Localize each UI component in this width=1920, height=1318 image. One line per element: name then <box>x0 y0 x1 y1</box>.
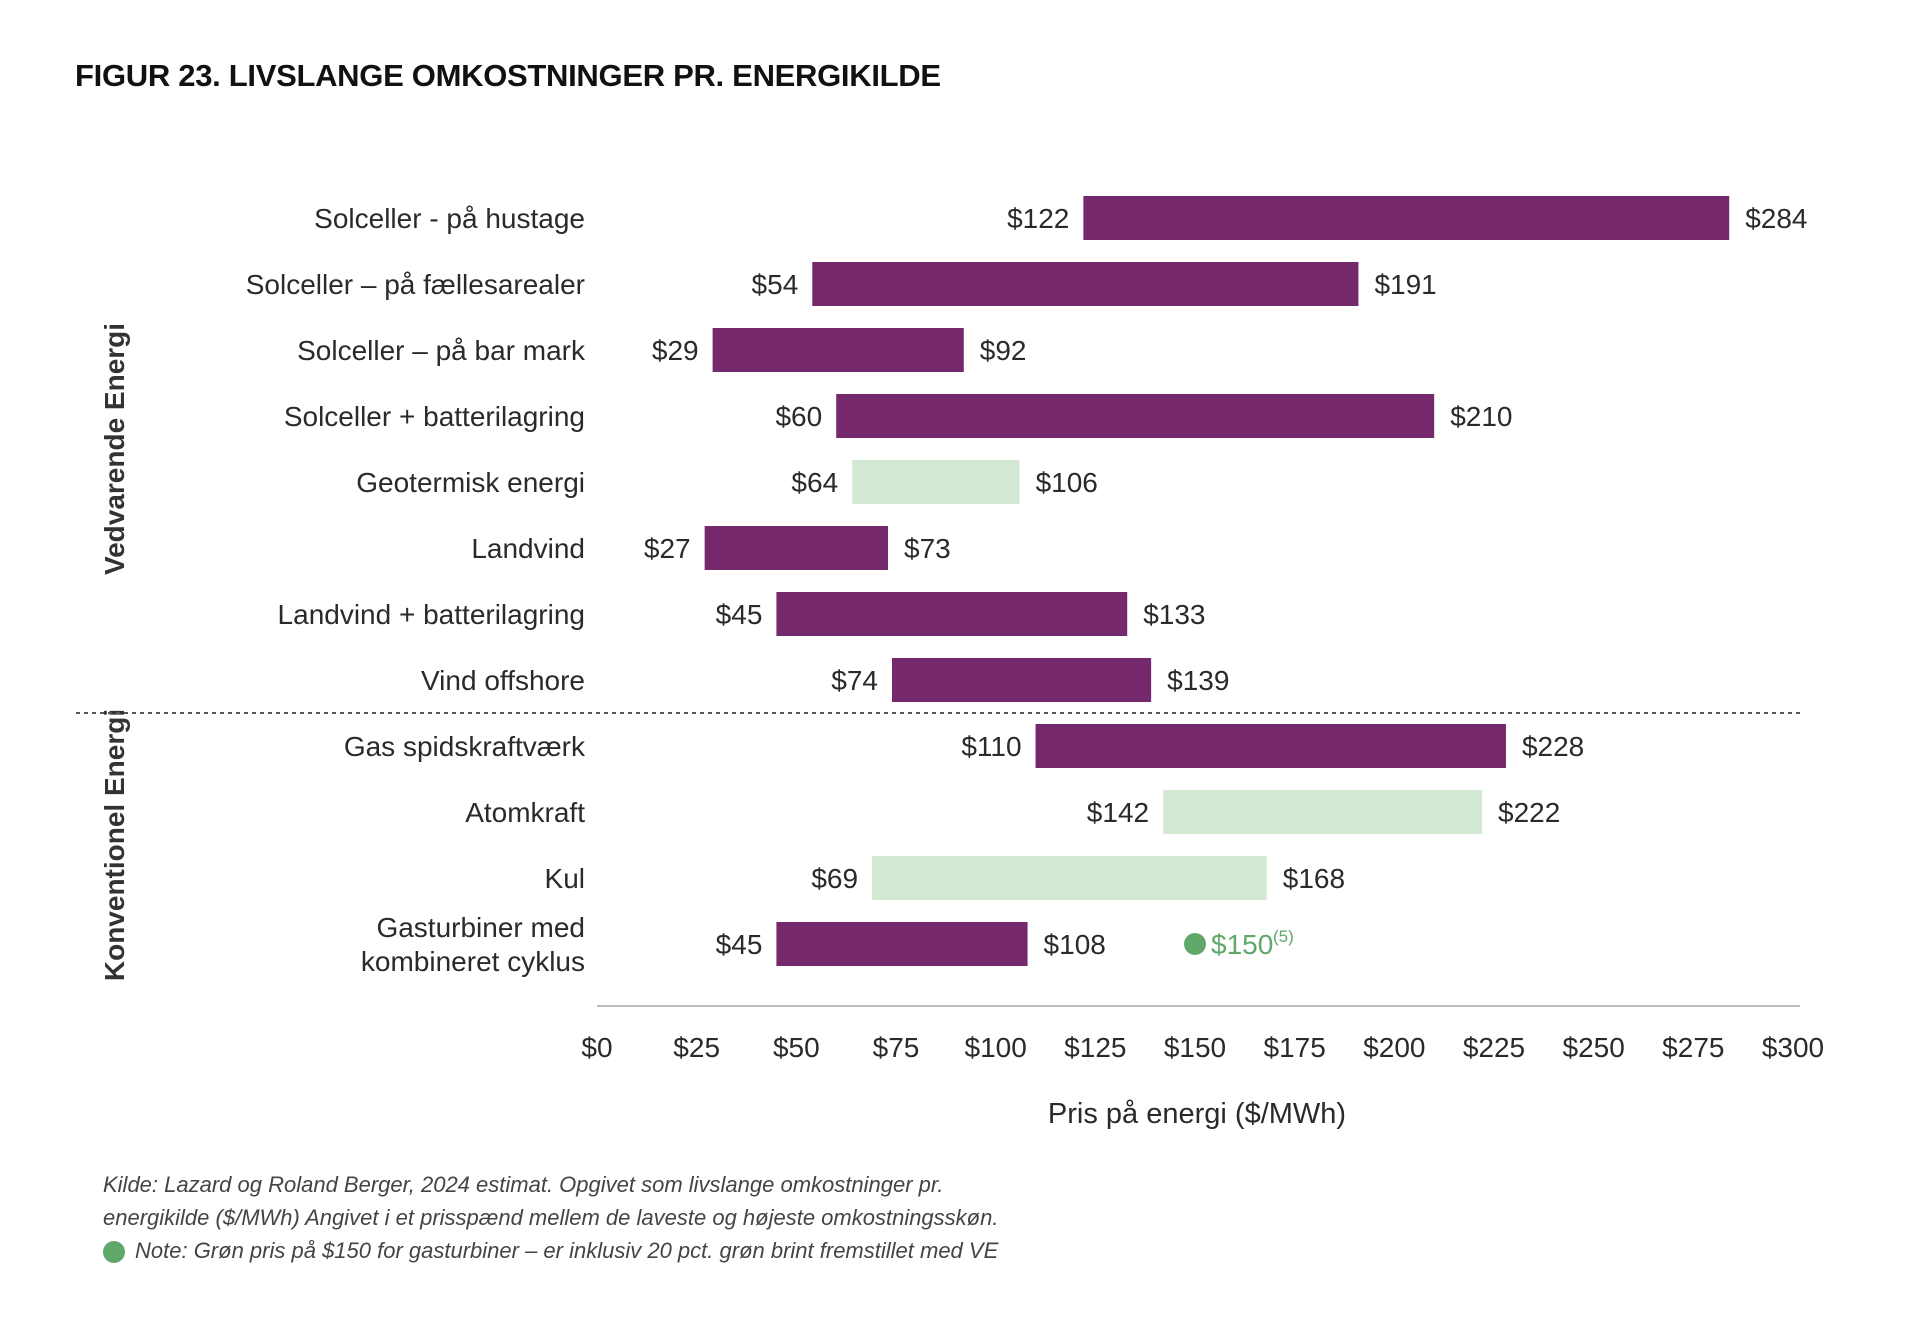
category-label: Gasturbiner med <box>376 912 585 943</box>
low-value-label: $29 <box>652 335 699 366</box>
high-value-label: $228 <box>1522 731 1584 762</box>
high-value-label: $222 <box>1498 797 1560 828</box>
high-value-label: $139 <box>1167 665 1229 696</box>
group-label: Konventionel Energi <box>99 709 130 981</box>
low-value-label: $122 <box>1007 203 1069 234</box>
green-price-marker <box>1184 933 1206 955</box>
high-value-label: $73 <box>904 533 951 564</box>
low-value-label: $142 <box>1087 797 1149 828</box>
green-dot-icon <box>103 1241 125 1263</box>
category-label: Vind offshore <box>421 665 585 696</box>
high-value-label: $168 <box>1283 863 1345 894</box>
category-label: Solceller - på hustage <box>314 203 585 234</box>
x-axis-label: Pris på energi ($/MWh) <box>1048 1098 1346 1130</box>
green-price-label: $150 <box>1211 929 1273 960</box>
range-bar <box>712 328 964 372</box>
category-label: kombineret cyklus <box>361 946 585 977</box>
high-value-label: $191 <box>1374 269 1436 300</box>
x-tick-label: $0 <box>581 1032 612 1063</box>
footnote-note: Note: Grøn pris på $150 for gasturbiner … <box>103 1234 998 1267</box>
category-label: Landvind + batterilagring <box>278 599 585 630</box>
low-value-label: $45 <box>716 929 763 960</box>
footnote: Kilde: Lazard og Roland Berger, 2024 est… <box>103 1168 998 1267</box>
footnote-line: Kilde: Lazard og Roland Berger, 2024 est… <box>103 1172 944 1197</box>
range-bar <box>852 460 1020 504</box>
high-value-label: $210 <box>1450 401 1512 432</box>
x-tick-label: $100 <box>965 1032 1027 1063</box>
x-tick-label: $175 <box>1264 1032 1326 1063</box>
x-tick-label: $150 <box>1164 1032 1226 1063</box>
x-tick-label: $75 <box>873 1032 920 1063</box>
range-bar <box>1035 724 1506 768</box>
range-bar <box>836 394 1435 438</box>
x-tick-label: $225 <box>1463 1032 1525 1063</box>
group-label: Vedvarende Energi <box>99 323 130 575</box>
category-label: Atomkraft <box>465 797 585 828</box>
x-tick-label: $275 <box>1662 1032 1724 1063</box>
x-tick-label: $125 <box>1064 1032 1126 1063</box>
category-label: Solceller + batterilagring <box>284 401 585 432</box>
low-value-label: $54 <box>752 269 799 300</box>
low-value-label: $69 <box>811 863 858 894</box>
x-tick-label: $50 <box>773 1032 820 1063</box>
low-value-label: $110 <box>961 731 1021 762</box>
low-value-label: $64 <box>791 467 838 498</box>
x-axis-ticks: $0 $25 $50 $75 $100 $125 $150 $175 $200 $225 $250 $… <box>581 1032 1824 1063</box>
x-tick-label: $200 <box>1363 1032 1425 1063</box>
high-value-label: $133 <box>1143 599 1205 630</box>
category-label: Geotermisk energi <box>356 467 585 498</box>
page-title: FIGUR 23. LIVSLANGE OMKOSTNINGER PR. ENE… <box>75 58 941 93</box>
range-bar <box>892 658 1152 702</box>
range-bar <box>812 262 1359 306</box>
x-tick-label: $300 <box>1762 1032 1824 1063</box>
category-label: Solceller – på bar mark <box>297 335 586 366</box>
high-value-label: $106 <box>1036 467 1098 498</box>
low-value-label: $60 <box>775 401 822 432</box>
category-label: Landvind <box>471 533 585 564</box>
range-bar <box>776 922 1028 966</box>
footnote-line: energikilde ($/MWh) Angivet i et prisspæ… <box>103 1205 999 1230</box>
category-label: Solceller – på fællesarealer <box>246 269 585 300</box>
value-labels: $122 $284 $54 $191 $29 $92 $60 $210 $64 $106 $27 $7… <box>644 203 1808 960</box>
high-value-label: $108 <box>1044 929 1106 960</box>
green-price-superscript: (5) <box>1273 927 1294 946</box>
footnote-note-text: Note: Grøn pris på $150 for gasturbiner … <box>135 1238 999 1263</box>
low-value-label: $27 <box>644 533 691 564</box>
bars <box>704 196 1730 966</box>
category-labels: Solceller - på hustage Solceller – på fæl… <box>246 203 586 977</box>
range-bar <box>872 856 1267 900</box>
x-tick-label: $250 <box>1563 1032 1625 1063</box>
low-value-label: $74 <box>831 665 878 696</box>
range-bar <box>1163 790 1483 834</box>
high-value-label: $284 <box>1745 203 1807 234</box>
range-bar <box>1083 196 1730 240</box>
range-bar <box>776 592 1128 636</box>
high-value-label: $92 <box>980 335 1027 366</box>
markers: $150 (5) <box>1184 927 1294 960</box>
group-labels: Vedvarende Energi Konventionel Energi <box>99 323 130 981</box>
range-bar <box>704 526 889 570</box>
category-label: Kul <box>545 863 585 894</box>
low-value-label: $45 <box>716 599 763 630</box>
category-label: Gas spidskraftværk <box>344 731 586 762</box>
x-tick-label: $25 <box>673 1032 720 1063</box>
